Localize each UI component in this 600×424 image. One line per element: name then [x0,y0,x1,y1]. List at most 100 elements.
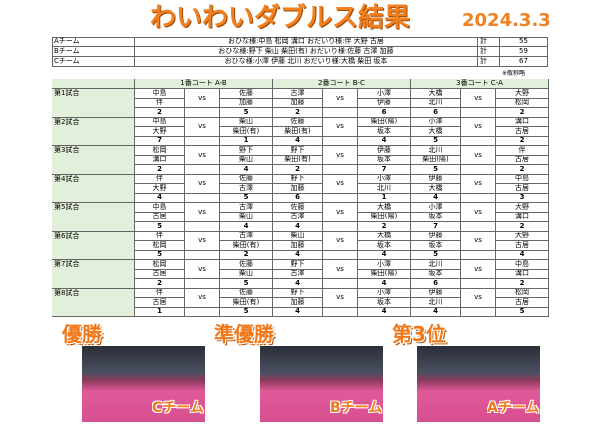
player: 松岡 [496,288,549,298]
score: 5 [411,165,461,175]
team-caption: Bチーム [330,400,383,416]
player: 中島 [496,174,549,184]
score: 2 [496,279,549,289]
player: 古澤 [220,231,273,241]
score: 4 [273,136,323,146]
player: 溝口 [135,155,185,165]
photo [260,346,383,422]
player: 北川 [358,184,411,194]
score-gap [461,250,496,260]
vs: vs [185,174,220,194]
score: 5 [135,250,185,260]
score: 2 [496,222,549,232]
player: 古居 [135,212,185,222]
player: 小澤 [411,203,461,213]
note: ※敬称略 [502,70,526,77]
score-gap [185,165,220,175]
score: 4 [273,279,323,289]
vs: vs [323,174,358,194]
score: 5 [220,108,273,118]
score: 5 [496,307,549,317]
player: 古居 [496,241,549,251]
score-gap [323,165,358,175]
player: 古居 [135,298,185,308]
player: 野下 [273,146,323,156]
player: 小澤 [411,117,461,127]
score: 4 [273,222,323,232]
score: 4 [273,250,323,260]
player: 野下 [273,260,323,270]
player: 坂本 [411,269,461,279]
court-header: 3番コート C-A [411,79,549,89]
team-members: おひな様:中島 松岡 溝口 おだいり様:伴 大野 古居 [135,37,478,47]
score: 1 [135,307,185,317]
round-label: 第3試合 [52,146,135,175]
team-name: Cチーム [52,57,135,67]
score: 4 [358,279,411,289]
score-gap [323,222,358,232]
score-gap [185,307,220,317]
player: 佐藤 [220,89,273,99]
player: 大野 [135,127,185,137]
player: 野下 [220,146,273,156]
player: 柴田(有) [220,127,273,137]
vs: vs [461,231,496,251]
score: 4 [358,136,411,146]
score: 4 [411,307,461,317]
player: 北川 [411,146,461,156]
player: 柴山 [220,212,273,222]
player: 小澤 [358,288,411,298]
player: 伊藤 [358,146,411,156]
score: 2 [496,108,549,118]
player: 中島 [135,89,185,99]
round-label: 第1試合 [52,89,135,118]
player: 溝口 [496,269,549,279]
player: 中島 [496,260,549,270]
player: 小澤 [358,89,411,99]
player: 加藤 [273,298,323,308]
player: 佐藤 [220,260,273,270]
player: 坂本 [358,241,411,251]
score-gap [185,193,220,203]
player: 柴田(陽) [411,155,461,165]
score: 5 [411,250,461,260]
score-gap [461,108,496,118]
vs: vs [185,260,220,279]
score: 6 [273,193,323,203]
score: 6 [358,108,411,118]
score-gap [461,136,496,146]
player: 大橋 [411,184,461,194]
player: 柴山 [220,155,273,165]
player: 佐藤 [273,203,323,213]
player: 柴田(陽) [358,269,411,279]
player: 古居 [135,269,185,279]
player: 加藤 [220,98,273,108]
score: 7 [135,136,185,146]
player: 古澤 [273,212,323,222]
player: 加藤 [273,241,323,251]
player: 古澤 [273,89,323,99]
score: 2 [220,250,273,260]
score-gap [185,108,220,118]
vs: vs [461,146,496,165]
round-label: 第2試合 [52,117,135,146]
score: 4 [411,193,461,203]
player: 佐藤 [273,117,323,127]
score: 5 [220,279,273,289]
score: 1 [358,193,411,203]
player: 溝口 [496,212,549,222]
player: 伴 [496,146,549,156]
score-gap [461,279,496,289]
player: 古居 [496,298,549,308]
player: 大橋 [358,203,411,213]
score: 2 [273,165,323,175]
player: 北川 [411,298,461,308]
player: 松岡 [135,241,185,251]
vs: vs [185,231,220,251]
vs: vs [461,89,496,108]
score: 1 [220,136,273,146]
score: 4 [220,222,273,232]
player: 野下 [273,174,323,184]
score-gap [323,108,358,118]
